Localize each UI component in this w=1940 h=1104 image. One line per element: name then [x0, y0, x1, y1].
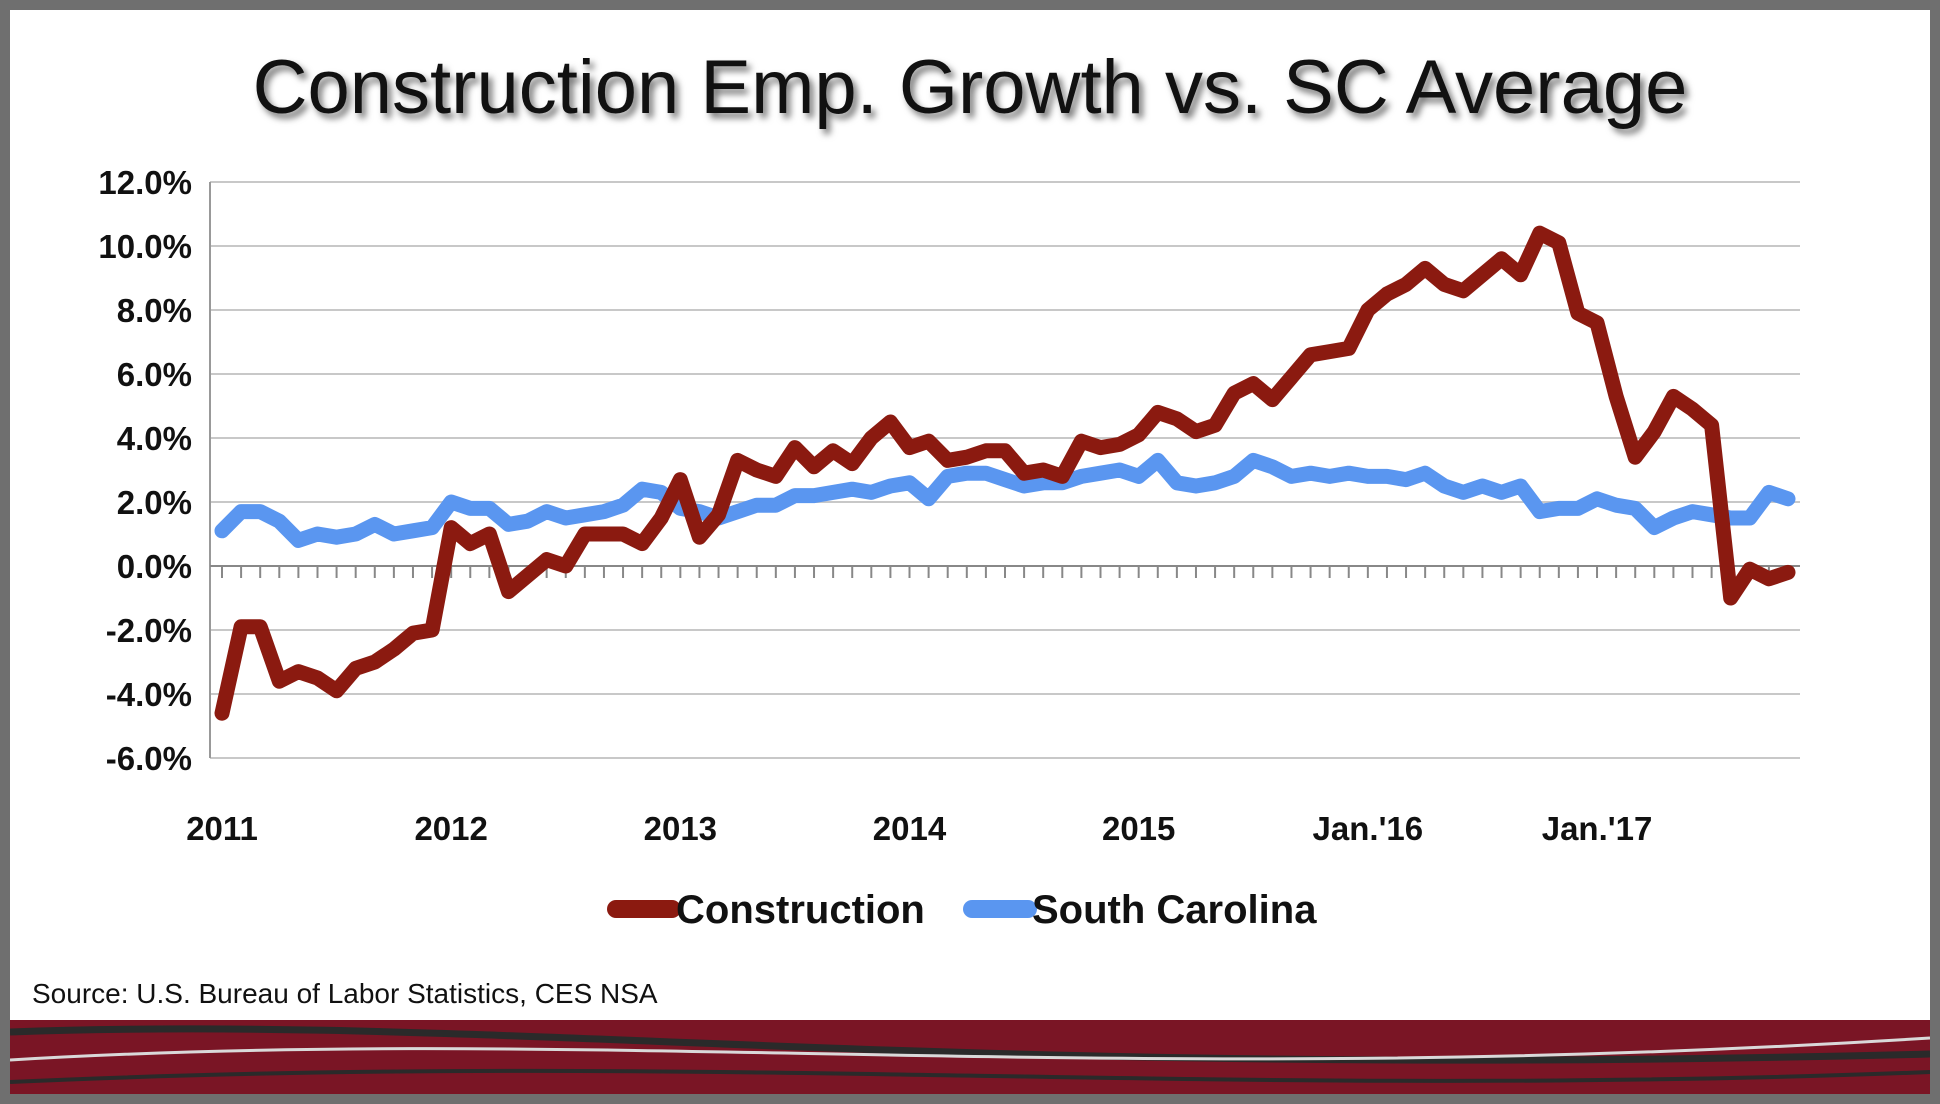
y-tick-label: 6.0% [117, 356, 192, 393]
slide: Construction Emp. Growth vs. SC Average … [10, 10, 1930, 1094]
series-line-south-carolina [214, 452, 1796, 548]
y-tick-label: -2.0% [106, 612, 192, 649]
x-tick-label: 2011 [186, 810, 258, 847]
y-tick-label: -6.0% [106, 740, 192, 777]
x-tick-label: 2015 [1102, 810, 1175, 847]
x-tick-label: Jan.'17 [1542, 810, 1653, 847]
legend-label-south-carolina: South Carolina [1032, 888, 1317, 932]
y-tick-label: 2.0% [117, 484, 192, 521]
y-axis-tick-labels: -6.0% -4.0% -2.0% 0.0% 2.0% 4.0% 6.0% 8.0% 10.0%… [98, 164, 192, 777]
series-lines [214, 225, 1796, 721]
y-tick-label: 0.0% [117, 548, 192, 585]
legend-label-construction: Construction [676, 888, 925, 932]
source-note: Source: U.S. Bureau of Labor Statistics,… [32, 978, 658, 1009]
footer-band [10, 1020, 1930, 1094]
gridlines [209, 181, 1800, 759]
y-tick-label: 10.0% [98, 228, 192, 265]
x-axis [210, 565, 1800, 578]
y-tick-label: 8.0% [117, 292, 192, 329]
y-tick-label: -4.0% [106, 676, 192, 713]
y-tick-label: 4.0% [117, 420, 192, 457]
slide-title: Construction Emp. Growth vs. SC Average [252, 45, 1688, 130]
x-tick-label: 2012 [414, 810, 487, 847]
x-tick-label: 2014 [873, 810, 947, 847]
x-tick-label: 2013 [644, 810, 717, 847]
x-tick-label: Jan.'16 [1313, 810, 1424, 847]
x-axis-tick-labels: 2011 2012 2013 2014 2015 Jan.'16 Jan.'17 [186, 810, 1652, 847]
series-line-construction [214, 225, 1796, 721]
line-chart: -6.0% -4.0% -2.0% 0.0% 2.0% 4.0% 6.0% 8.0% 10.0%… [98, 164, 1800, 932]
legend: Construction South Carolina [607, 888, 1317, 932]
y-tick-label: 12.0% [98, 164, 192, 201]
